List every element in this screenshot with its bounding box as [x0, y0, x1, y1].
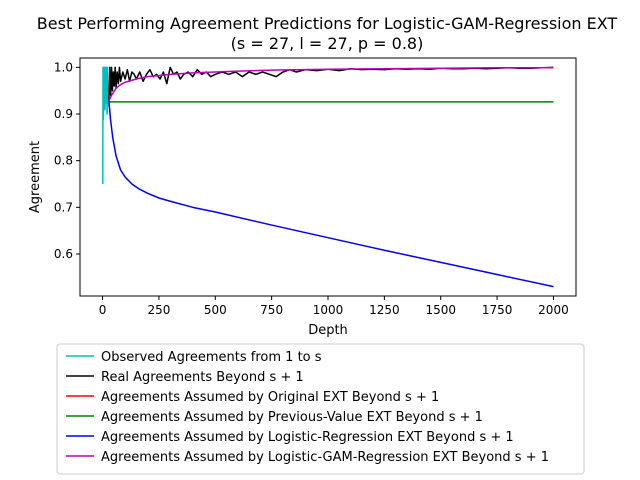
- legend-entry: Agreements Assumed by Logistic-Regressio…: [101, 430, 514, 445]
- series-layer: [102, 66, 554, 288]
- y-tick-label: 0.6: [54, 247, 73, 261]
- legend: Observed Agreements from 1 to s Real Agre…: [56, 343, 585, 475]
- x-tick-label: 1000: [313, 303, 344, 317]
- y-tick-label: 0.8: [54, 154, 73, 168]
- x-tick-label: 500: [204, 303, 227, 317]
- y-tick-label: 0.9: [54, 107, 73, 121]
- y-tick-label: 1.0: [54, 60, 73, 74]
- legend-entry: Observed Agreements from 1 to s: [101, 350, 322, 365]
- chart-subtitle: (s = 27, l = 27, p = 0.8): [231, 34, 424, 53]
- y-axis: 0.6 0.7 0.8 0.9 1.0: [54, 60, 80, 261]
- series-line-0: [102, 66, 110, 185]
- x-tick-label: 1750: [482, 303, 513, 317]
- x-tick-label: 750: [260, 303, 283, 317]
- legend-entry: Agreements Assumed by Logistic-GAM-Regre…: [101, 450, 549, 465]
- series-line-4: [108, 99, 554, 288]
- x-tick-label: 1250: [369, 303, 400, 317]
- x-axis-label: Depth: [308, 323, 348, 338]
- x-tick-label: 250: [147, 303, 170, 317]
- x-tick-label: 2000: [538, 303, 569, 317]
- x-axis: 0 250 500 750 1000 1250 1500 1750 2000: [99, 296, 569, 317]
- series-line-5: [108, 67, 554, 102]
- x-tick-label: 0: [99, 303, 107, 317]
- legend-entry: Agreements Assumed by Original EXT Beyon…: [101, 390, 439, 405]
- y-tick-label: 0.7: [54, 200, 73, 214]
- plot-area: [80, 58, 576, 296]
- legend-items: Observed Agreements from 1 to s Real Agre…: [66, 350, 549, 465]
- y-axis-label: Agreement: [28, 141, 43, 213]
- chart-title: Best Performing Agreement Predictions fo…: [37, 14, 618, 33]
- legend-entry: Real Agreements Beyond s + 1: [101, 370, 304, 385]
- x-tick-label: 1500: [425, 303, 456, 317]
- legend-box: [56, 343, 585, 475]
- legend-entry: Agreements Assumed by Previous-Value EXT…: [101, 410, 483, 425]
